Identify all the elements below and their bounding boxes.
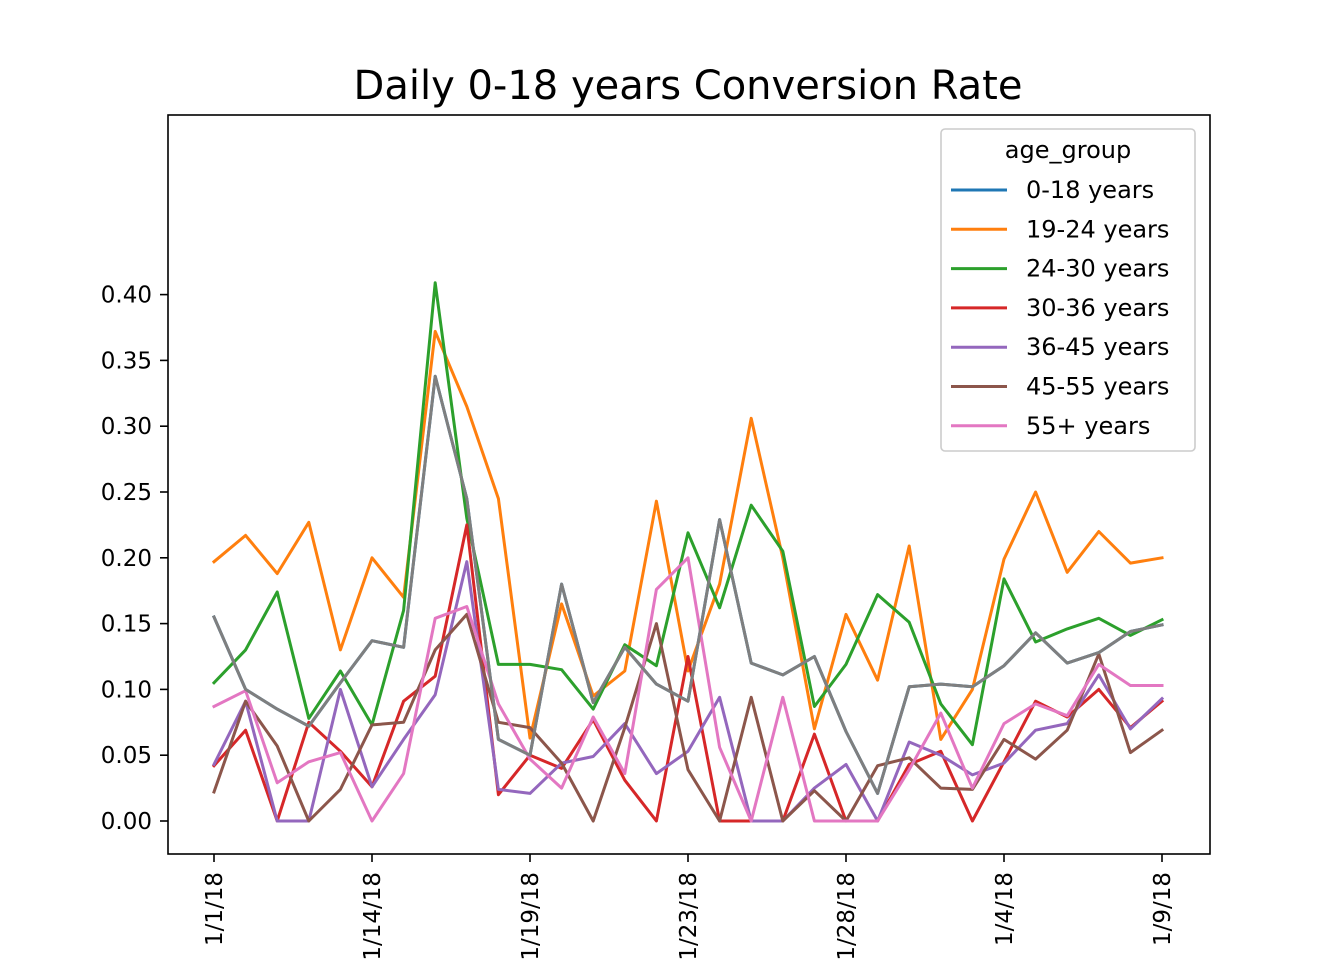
legend-box xyxy=(940,128,1196,452)
y-tick-label: 0.15 xyxy=(101,612,152,638)
legend-label: 55+ years xyxy=(1026,412,1150,440)
x-tick-label: 1/14/18 xyxy=(360,872,386,960)
legend-label: 0-18 years xyxy=(1026,176,1154,204)
y-tick-label: 0.40 xyxy=(101,283,152,309)
x-tick-label: 1/28/18 xyxy=(834,872,860,960)
x-tick-label: 1/1/18 xyxy=(202,872,228,946)
x-tick-label: 1/19/18 xyxy=(518,872,544,960)
legend-label: 30-36 years xyxy=(1026,294,1169,322)
chart-title: Daily 0-18 years Conversion Rate xyxy=(354,63,1023,109)
y-tick-label: 0.10 xyxy=(101,677,152,703)
legend-title: age_group xyxy=(1005,136,1131,164)
y-tick-label: 0.05 xyxy=(101,743,152,769)
legend-entries: 0-18 years 19-24 years 24-30 years 30-36 ye… xyxy=(951,176,1169,440)
y-tick-label: 0.25 xyxy=(101,480,152,506)
series-line-3 xyxy=(211,523,1165,823)
y-axis: 0.00 0.05 0.10 0.15 0.20 0.25 0.30 0.35 0.40 xyxy=(101,283,168,835)
series-line-7 xyxy=(212,374,1164,795)
series-layer xyxy=(211,281,1165,823)
y-tick-label: 0.20 xyxy=(101,546,152,572)
legend-label: 24-30 years xyxy=(1026,255,1169,283)
series-line-1 xyxy=(211,329,1164,741)
plot-frame xyxy=(167,114,1211,855)
x-tick-label: 1/23/18 xyxy=(676,872,702,960)
x-axis: 1/1/18 1/14/18 1/19/18 1/23/18 1/28/18 1/4/18… xyxy=(202,854,1176,960)
y-tick-label: 0.00 xyxy=(101,809,152,835)
y-tick-label: 0.35 xyxy=(101,348,152,374)
series-line-6 xyxy=(211,556,1164,823)
legend: age_group 0-18 years 19-24 years 24-30 yea… xyxy=(940,128,1196,452)
legend-label: 19-24 years xyxy=(1026,215,1169,243)
x-tick-label: 1/9/18 xyxy=(1150,872,1176,946)
legend-label: 45-55 years xyxy=(1026,373,1169,401)
x-tick-label: 1/4/18 xyxy=(992,872,1018,946)
series-line-5 xyxy=(212,612,1165,823)
series-line-4 xyxy=(211,560,1165,823)
y-tick-label: 0.30 xyxy=(101,414,152,440)
legend-label: 36-45 years xyxy=(1026,333,1169,361)
